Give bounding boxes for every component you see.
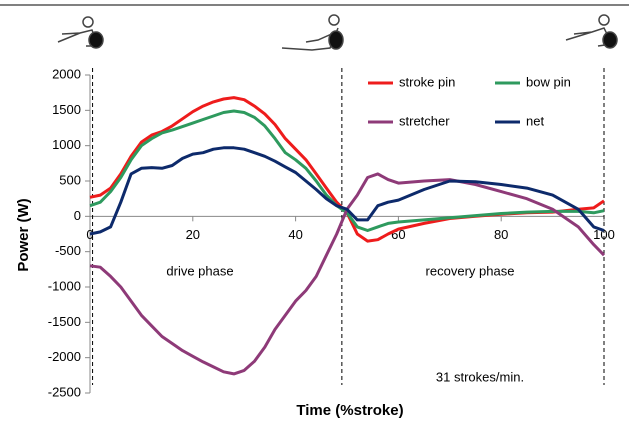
y-axis-title: Power (W) (15, 198, 32, 271)
legend-label: stroke pin (399, 74, 455, 89)
legend-label: net (526, 113, 544, 128)
y-tick-label: -1500 (48, 314, 81, 329)
x-axis-title: Time (%stroke) (296, 402, 403, 419)
y-tick-label: -1000 (48, 278, 81, 293)
annotation: 31 strokes/min. (436, 369, 524, 384)
chart: Time (%stroke) Power (W) -2500 -2000 -1500… (0, 0, 629, 425)
y-tick-label: -2000 (48, 349, 81, 364)
y-tick-label: 0 (74, 208, 81, 223)
y-tick-label: 1500 (52, 102, 81, 117)
annotation: drive phase (166, 263, 233, 278)
rower-icon (58, 15, 617, 50)
legend-label: bow pin (526, 74, 571, 89)
annotation: recovery phase (426, 263, 515, 278)
y-tick-label: 2000 (52, 66, 81, 81)
y-tick-label: -500 (55, 243, 81, 258)
x-tick-label: 80 (494, 227, 508, 242)
y-tick-label: 1000 (52, 137, 81, 152)
x-tick-label: 20 (186, 227, 200, 242)
y-tick-label: 500 (59, 172, 81, 187)
x-tick-label: 40 (288, 227, 302, 242)
series-line (90, 148, 604, 234)
y-tick-label: -2500 (48, 384, 81, 399)
legend-label: stretcher (399, 113, 450, 128)
